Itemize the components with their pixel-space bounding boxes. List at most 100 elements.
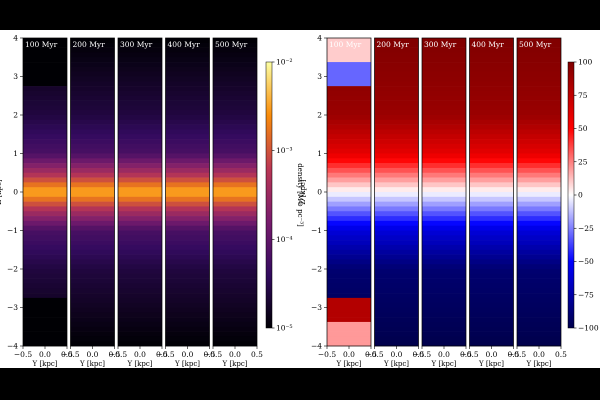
heatmap-strip [165, 90, 210, 97]
heatmap-strip [327, 134, 371, 140]
heatmap-strip [374, 264, 419, 270]
heatmap-strip [70, 95, 115, 101]
heatmap-strip [118, 66, 162, 72]
heatmap-strip [23, 90, 67, 97]
heatmap-strip [118, 293, 162, 299]
heatmap-strip [327, 206, 371, 212]
heatmap-strip [213, 90, 257, 97]
heatmap-strip [469, 230, 514, 236]
x-tick-label: 0.0 [87, 350, 99, 359]
heatmap-strip [70, 66, 115, 72]
heatmap-strip [118, 143, 162, 149]
heatmap-strip [327, 187, 371, 193]
heatmap-strip [165, 167, 210, 174]
heatmap-strip [165, 86, 210, 92]
heatmap-strip [327, 105, 371, 111]
heatmap-strip [517, 336, 561, 342]
heatmap-strip [422, 225, 466, 231]
heatmap-strip [422, 115, 466, 121]
heatmap-strip [70, 288, 115, 294]
heatmap-strip [422, 196, 466, 202]
heatmap-strip [70, 269, 115, 275]
heatmap-strip [517, 52, 561, 58]
heatmap-strip [469, 336, 514, 342]
heatmap-strip [374, 134, 419, 140]
heatmap-strip [517, 254, 561, 260]
heatmap-strip [327, 220, 371, 226]
heatmap-strip [70, 216, 115, 222]
heatmap-strip [118, 105, 162, 111]
heatmap-strip [23, 307, 67, 313]
heatmap-strip [422, 264, 466, 270]
heatmap-strip [118, 341, 162, 347]
heatmap-strip [327, 124, 371, 130]
heatmap-strip [469, 264, 514, 270]
heatmap-strip [422, 230, 466, 236]
heatmap-strip [70, 297, 115, 303]
heatmap-strip [517, 153, 561, 159]
y-tick-label: −3 [311, 303, 322, 312]
colorbar-tick-label: −75 [578, 290, 594, 299]
heatmap-strip [374, 244, 419, 251]
heatmap-strip [327, 129, 371, 135]
heatmap-strip [469, 273, 514, 279]
heatmap-strip [517, 81, 561, 87]
panel-1: 100 Myr −0.5 0.0 0.5Y [kpc] [318, 37, 377, 368]
heatmap-strip [165, 143, 210, 149]
heatmap-strip [327, 273, 371, 279]
heatmap-strip [165, 38, 210, 44]
heatmap-strip [469, 288, 514, 294]
colorbar-tick-label: 0 [578, 191, 583, 200]
heatmap-strip [213, 71, 257, 77]
heatmap-strip [213, 192, 257, 198]
heatmap-strip [70, 163, 115, 169]
heatmap-strip [327, 230, 371, 236]
heatmap-strip [165, 336, 210, 342]
heatmap-strip [70, 158, 115, 164]
heatmap-strip [23, 182, 67, 188]
heatmap-strip [327, 254, 371, 260]
heatmap-strip [374, 95, 419, 101]
heatmap-strip [469, 317, 514, 323]
heatmap-strip [23, 201, 67, 207]
heatmap-strip [374, 317, 419, 323]
heatmap-strip [70, 278, 115, 284]
heatmap-strip [469, 52, 514, 58]
heatmap-strip [23, 326, 67, 332]
heatmap-strip [374, 225, 419, 231]
heatmap-strip [374, 139, 419, 145]
heatmap-strip [374, 76, 419, 82]
heatmap-strip [327, 47, 371, 53]
heatmap-strip [327, 317, 371, 323]
heatmap-strip [422, 71, 466, 77]
heatmap-strip [165, 278, 210, 284]
heatmap-strip [70, 124, 115, 130]
heatmap-strip [70, 172, 115, 178]
heatmap-strip [374, 192, 419, 198]
x-tick-label: 0.0 [182, 350, 194, 359]
heatmap-strip [23, 244, 67, 251]
x-tick-label: 0.0 [391, 350, 403, 359]
heatmap-strip [70, 206, 115, 212]
heatmap-strip [118, 240, 162, 246]
heatmap-strip [422, 259, 466, 265]
heatmap-strip [327, 293, 371, 299]
heatmap-strip [422, 220, 466, 226]
heatmap-strip [23, 139, 67, 145]
y-tick-label: 1 [13, 149, 18, 158]
heatmap-strip [327, 216, 371, 222]
heatmap-strip [517, 76, 561, 82]
heatmap-strip [165, 148, 210, 154]
heatmap-strip [213, 124, 257, 130]
heatmap-strip [469, 57, 514, 63]
x-tick-label: 0.0 [39, 350, 51, 359]
heatmap-strip [374, 129, 419, 135]
heatmap-strip [517, 264, 561, 270]
heatmap-strip [327, 201, 371, 207]
heatmap-strip [23, 230, 67, 236]
heatmap-strip [517, 110, 561, 116]
colorbar [265, 61, 273, 329]
heatmap-strip [23, 57, 67, 63]
x-tick-label: 0.5 [204, 350, 216, 359]
heatmap-strip [469, 216, 514, 222]
